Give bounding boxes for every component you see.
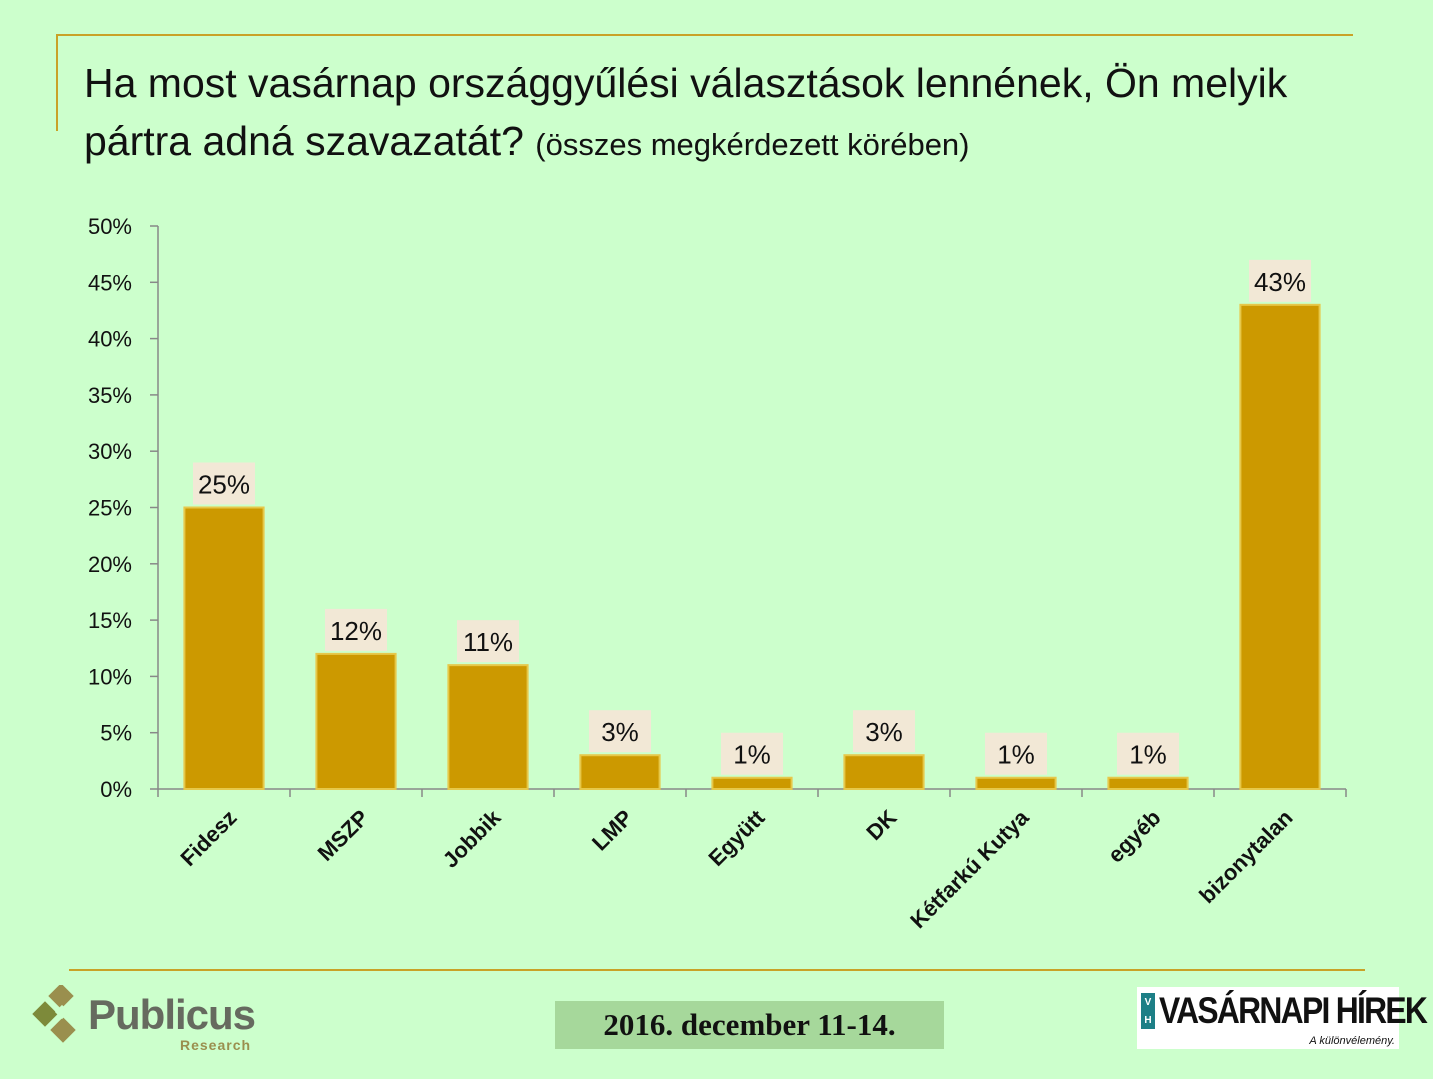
vh-name: VASÁRNAPI HÍREK (1159, 990, 1428, 1031)
data-label: 43% (1254, 267, 1306, 297)
y-tick-label: 25% (88, 496, 132, 521)
data-label-bg (721, 732, 783, 775)
y-tick-label: 15% (88, 608, 132, 633)
data-label-bg (1117, 732, 1179, 775)
y-tick-label: 10% (88, 664, 132, 689)
y-tick-label: 35% (88, 383, 132, 408)
bar (1107, 776, 1189, 790)
vh-tagline: A különvélemény. (1309, 1035, 1395, 1047)
category-label: Együtt (703, 804, 770, 871)
data-label: 3% (601, 717, 639, 747)
y-tick-label: 5% (100, 721, 132, 746)
y-tick-label: 20% (88, 552, 132, 577)
bar (843, 754, 925, 790)
y-tick-label: 45% (88, 270, 132, 295)
frame-bottom-line (69, 969, 1365, 971)
vh-badge-top: V (1144, 996, 1152, 1008)
frame-top-line (57, 34, 1353, 36)
chart-title: Ha most vasárnap országgyűlési választás… (84, 54, 1334, 174)
data-label: 12% (330, 616, 382, 646)
category-label: Kétfarkú Kutya (905, 804, 1034, 933)
bar (1239, 303, 1321, 790)
data-label-bg (325, 608, 387, 651)
data-label: 1% (1129, 740, 1167, 770)
bar (975, 776, 1057, 790)
survey-date: 2016. december 11-14. (555, 1001, 944, 1049)
category-label: MSZP (313, 805, 374, 866)
y-tick-label: 50% (88, 214, 132, 239)
vasarnapi-hirek-logo: V H VASÁRNAPI HÍREK A különvélemény. (1137, 987, 1428, 1049)
y-tick-label: 40% (88, 327, 132, 352)
vh-badge-icon: V H (1141, 993, 1155, 1029)
publicus-sub: Research (180, 1037, 252, 1053)
bar (183, 506, 265, 790)
vh-badge-bottom: H (1144, 1014, 1152, 1026)
category-label: LMP (587, 805, 638, 856)
data-label-bg (193, 462, 255, 505)
y-tick-label: 30% (88, 439, 132, 464)
category-label: bizonytalan (1194, 805, 1297, 908)
category-label: Jobbik (438, 804, 506, 872)
publicus-name: Publicus (88, 991, 256, 1038)
data-label: 11% (463, 627, 513, 657)
data-label: 3% (865, 717, 903, 747)
data-label-bg (853, 710, 915, 753)
data-label-bg (985, 732, 1047, 775)
data-label: 1% (733, 740, 771, 770)
category-label: Fidesz (175, 805, 241, 871)
title-main: Ha most vasárnap országgyűlési választás… (84, 60, 1288, 164)
data-label: 1% (997, 740, 1035, 770)
data-label-bg (1249, 259, 1311, 302)
publicus-logo: Publicus Research (30, 985, 270, 1057)
data-label-bg (457, 620, 519, 663)
bar (711, 776, 793, 790)
bar (447, 664, 529, 791)
bar (315, 652, 397, 790)
y-tick-label: 0% (100, 777, 132, 802)
category-label: DK (861, 805, 901, 845)
title-sub: (összes megkérdezett körében) (535, 127, 970, 162)
bar (579, 754, 661, 790)
category-label: egyéb (1103, 805, 1166, 868)
frame-left-line (56, 34, 58, 131)
data-label-bg (589, 710, 651, 753)
data-label: 25% (198, 470, 250, 500)
publicus-diamond-icon (32, 985, 76, 1043)
